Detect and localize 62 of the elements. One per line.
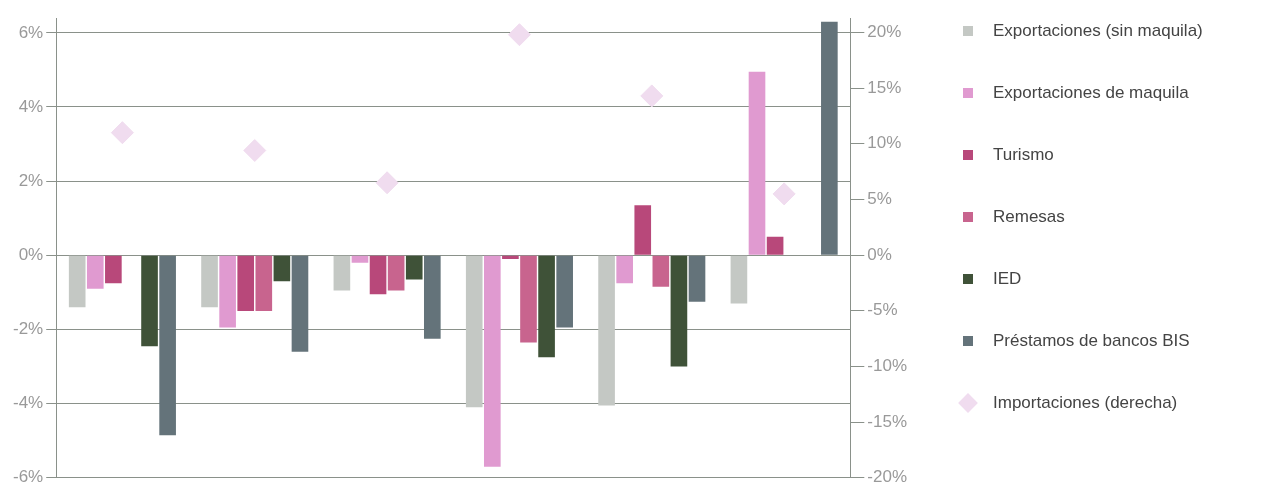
bar <box>556 255 573 328</box>
bar <box>502 255 519 260</box>
point <box>507 23 531 47</box>
bar <box>652 255 670 287</box>
bar <box>766 236 784 255</box>
bar <box>405 255 423 280</box>
legend-label: IED <box>993 269 1022 289</box>
bar <box>219 255 236 328</box>
bar <box>616 255 633 284</box>
legend-label: Importaciones (derecha) <box>993 393 1178 413</box>
y2-tick-label: 5% <box>867 189 892 209</box>
y2-tick-label: -5% <box>867 300 898 320</box>
bar <box>387 255 405 291</box>
bar <box>730 255 748 304</box>
bar <box>201 255 218 308</box>
y2-tick-label: 15% <box>867 77 902 97</box>
point <box>243 138 267 162</box>
bar <box>520 255 537 343</box>
y-tick-label: 0% <box>18 245 44 264</box>
y2-tick-label: -20% <box>867 467 907 487</box>
legend-label: Préstamos de bancos BIS <box>993 331 1190 351</box>
bar <box>68 255 86 308</box>
bar <box>351 255 369 263</box>
bar <box>424 255 441 339</box>
y-tick-label: -4% <box>13 393 44 413</box>
legend-label: Exportaciones (sin maquila) <box>993 21 1203 41</box>
y-tick-label: 6% <box>18 22 44 42</box>
bar <box>484 255 501 467</box>
bar <box>255 255 273 311</box>
bar <box>688 255 706 302</box>
bar <box>291 255 309 352</box>
bar <box>465 255 483 408</box>
bar <box>86 255 104 289</box>
bar <box>333 255 351 291</box>
bar <box>369 255 387 295</box>
point <box>772 182 796 206</box>
point <box>640 84 664 108</box>
bar <box>598 255 615 406</box>
point <box>375 171 399 195</box>
bar <box>141 255 158 347</box>
y-tick-label: -2% <box>13 319 44 339</box>
bar <box>159 255 176 436</box>
y2-tick-label: 10% <box>867 133 902 153</box>
point <box>110 121 134 145</box>
legend-label: Turismo <box>993 145 1054 165</box>
legend-label: Remesas <box>993 207 1065 227</box>
bar <box>273 255 291 282</box>
y2-tick-label: -15% <box>867 411 907 431</box>
y2-tick-label: -10% <box>867 356 907 376</box>
bar <box>670 255 688 367</box>
y-tick-label: -6% <box>13 467 44 487</box>
bar <box>748 71 766 255</box>
bar <box>821 21 838 255</box>
bar <box>538 255 555 358</box>
y-tick-label: 4% <box>18 96 44 116</box>
legend-label: Exportaciones de maquila <box>993 83 1189 103</box>
y2-tick-label: 20% <box>867 22 902 42</box>
bar <box>105 255 122 284</box>
y-tick-label: 2% <box>18 170 44 190</box>
bar <box>237 255 255 311</box>
y2-tick-label: 0% <box>867 244 892 264</box>
bar <box>634 205 652 255</box>
